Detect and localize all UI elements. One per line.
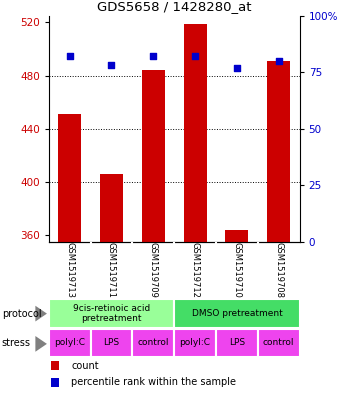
Bar xyxy=(225,230,248,242)
Text: count: count xyxy=(71,361,99,371)
Text: GSM1519711: GSM1519711 xyxy=(107,242,116,298)
Title: GDS5658 / 1428280_at: GDS5658 / 1428280_at xyxy=(97,0,251,13)
Bar xyxy=(51,361,59,370)
Bar xyxy=(174,329,216,357)
Bar xyxy=(58,114,81,242)
Bar xyxy=(142,70,165,242)
Point xyxy=(192,53,198,60)
Bar xyxy=(49,329,91,357)
Bar xyxy=(51,378,59,387)
Point xyxy=(151,53,156,60)
Bar xyxy=(258,329,300,357)
Text: LPS: LPS xyxy=(103,338,119,347)
Point xyxy=(67,53,73,60)
Text: GSM1519708: GSM1519708 xyxy=(274,242,283,298)
Text: GSM1519709: GSM1519709 xyxy=(149,242,158,298)
Text: control: control xyxy=(138,338,169,347)
Bar xyxy=(49,299,174,328)
Text: protocol: protocol xyxy=(2,309,42,319)
Polygon shape xyxy=(35,306,47,321)
Text: LPS: LPS xyxy=(229,338,245,347)
Bar xyxy=(216,329,258,357)
Bar xyxy=(91,329,132,357)
Bar xyxy=(267,61,290,242)
Text: GSM1519710: GSM1519710 xyxy=(232,242,242,298)
Bar xyxy=(184,24,206,242)
Point xyxy=(109,62,114,69)
Text: control: control xyxy=(263,338,295,347)
Text: GSM1519712: GSM1519712 xyxy=(191,242,200,298)
Text: polyI:C: polyI:C xyxy=(54,338,85,347)
Text: polyI:C: polyI:C xyxy=(179,338,210,347)
Polygon shape xyxy=(35,336,47,352)
Bar xyxy=(100,174,123,242)
Text: percentile rank within the sample: percentile rank within the sample xyxy=(71,377,236,387)
Bar xyxy=(132,329,174,357)
Text: GSM1519713: GSM1519713 xyxy=(65,242,74,298)
Text: stress: stress xyxy=(2,338,31,348)
Point xyxy=(234,64,240,71)
Bar xyxy=(174,299,300,328)
Text: DMSO pretreatment: DMSO pretreatment xyxy=(192,309,282,318)
Text: 9cis-retinoic acid
pretreatment: 9cis-retinoic acid pretreatment xyxy=(73,304,150,323)
Point xyxy=(276,58,282,64)
